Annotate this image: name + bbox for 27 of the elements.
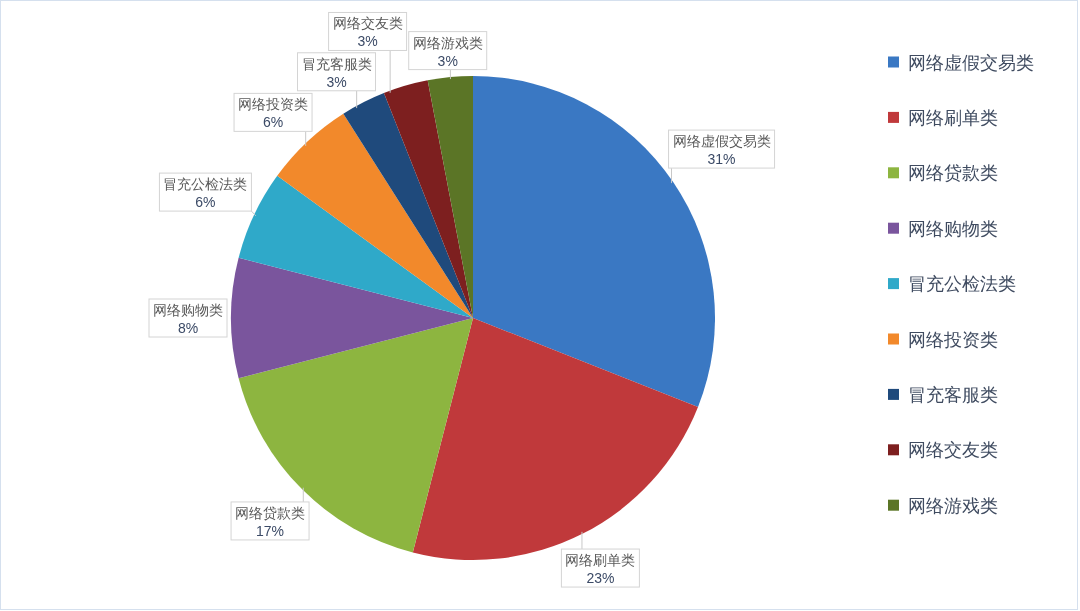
slice-label: 冒充客服类 xyxy=(301,55,372,72)
data-label: 6% xyxy=(262,114,284,131)
legend-label: 网络购物类 xyxy=(908,218,998,239)
data-label: 3% xyxy=(326,73,347,90)
legend-label: 网络刷单类 xyxy=(908,107,998,128)
data-label: 17% xyxy=(256,522,285,539)
legend-label: 网络投资类 xyxy=(908,329,998,350)
data-label: 8% xyxy=(177,320,199,336)
legend-label: 网络游戏类 xyxy=(908,495,998,516)
legend-label: 冒充公检法类 xyxy=(908,274,1016,295)
slice-label: 冒充公检法类 xyxy=(163,176,248,193)
slice-label: 网络投资类 xyxy=(238,96,309,113)
slice-label: 网络虚假交易类 xyxy=(672,133,771,150)
data-label: 3% xyxy=(437,52,458,69)
slice-label: 网络贷款类 xyxy=(235,504,306,521)
slice-label: 网络交友类 xyxy=(332,15,403,32)
legend-label: 网络交友类 xyxy=(908,440,998,461)
data-label: 6% xyxy=(195,194,216,211)
slice-label: 网络刷单类 xyxy=(565,552,636,569)
legend-label: 网络虚假交易类 xyxy=(908,52,1034,73)
data-label: 31% xyxy=(707,151,736,168)
legend-label: 冒充客服类 xyxy=(908,384,998,405)
data-label: 23% xyxy=(586,570,615,587)
slice-label: 网络游戏类 xyxy=(412,34,483,51)
slice-label: 网络购物类 xyxy=(153,302,223,318)
legend-label: 网络贷款类 xyxy=(908,163,998,184)
data-label: 3% xyxy=(357,33,378,50)
